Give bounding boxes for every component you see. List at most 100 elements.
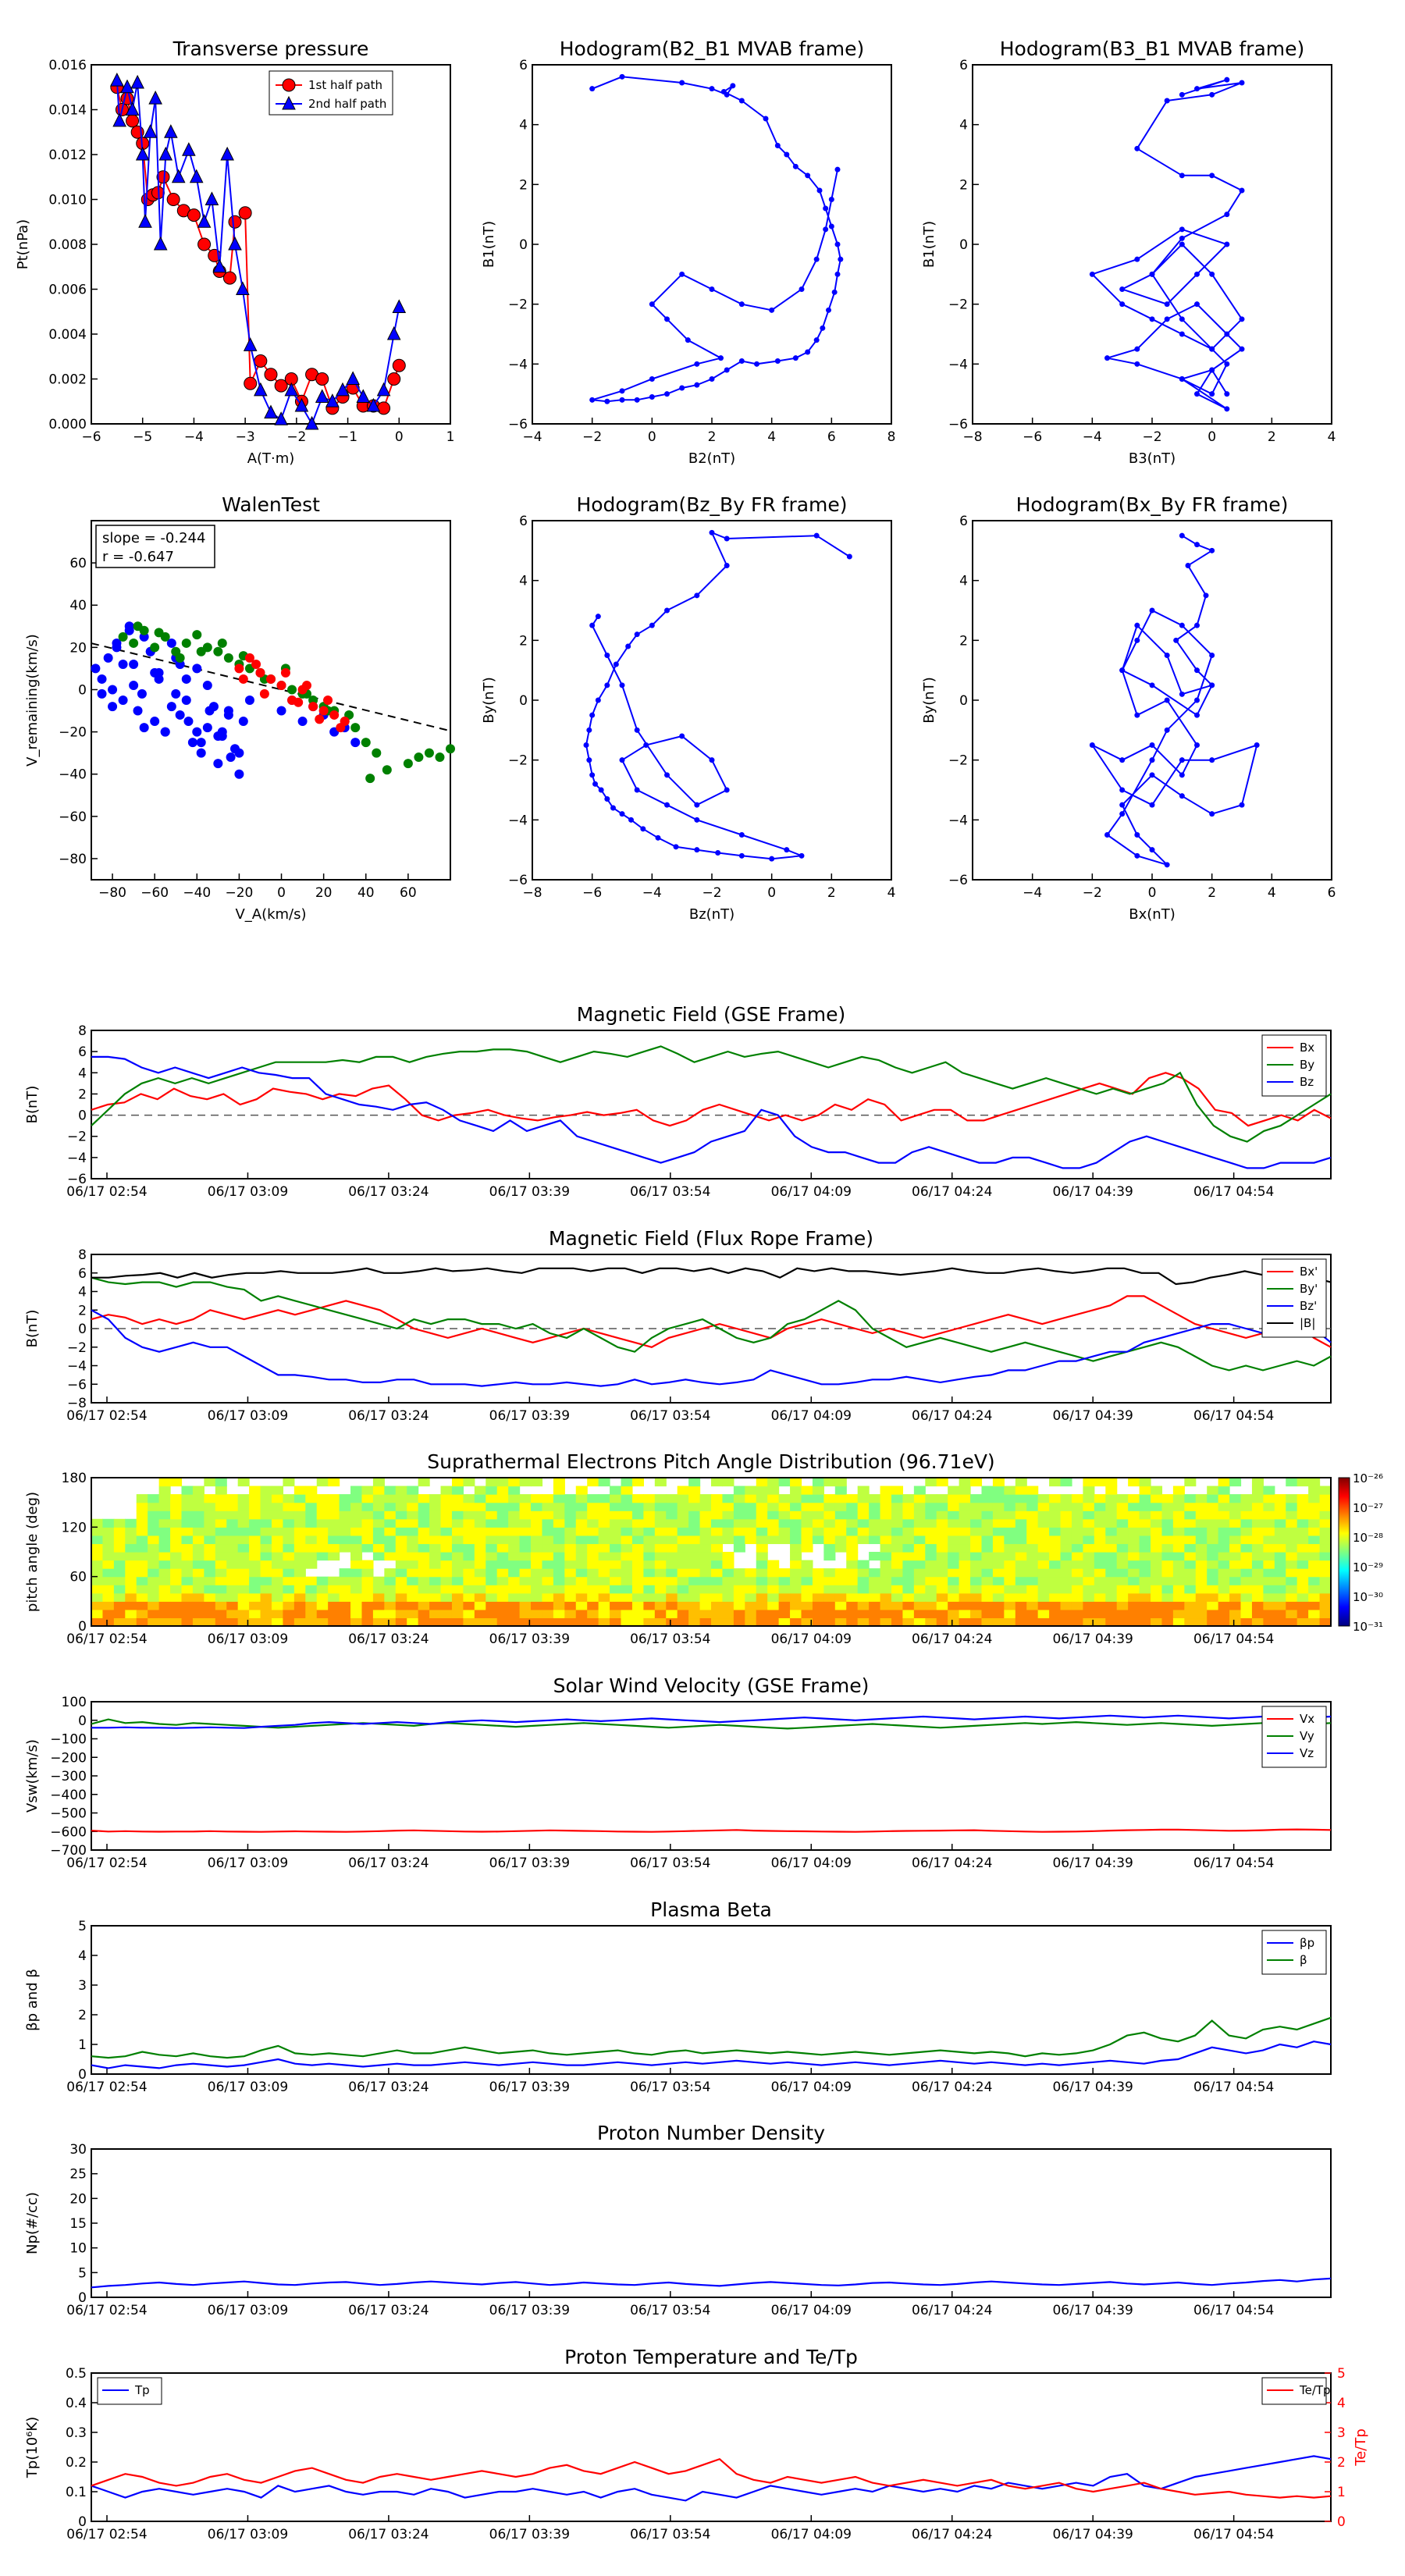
heatmap-cell <box>1139 1518 1151 1528</box>
y-tick-label: −100 <box>50 1732 87 1748</box>
heatmap-cell <box>643 1510 656 1520</box>
heatmap-cell <box>880 1502 892 1511</box>
heatmap-cell <box>1274 1585 1286 1594</box>
heatmap-cell <box>643 1543 656 1553</box>
data-point <box>1179 226 1185 233</box>
data-point <box>1179 91 1185 98</box>
heatmap-cell <box>215 1552 227 1561</box>
heatmap-cell <box>790 1510 802 1520</box>
heatmap-cell <box>1139 1527 1151 1536</box>
heatmap-cell <box>812 1502 824 1511</box>
heatmap-cell <box>1151 1510 1163 1520</box>
heatmap-cell <box>575 1592 588 1602</box>
heatmap-cell <box>936 1576 948 1585</box>
heatmap-cell <box>846 1552 859 1561</box>
heatmap-cell <box>339 1535 351 1545</box>
heatmap-cell <box>1060 1617 1072 1627</box>
heatmap-cell <box>1071 1568 1083 1578</box>
data-point <box>213 646 223 656</box>
heatmap-cell <box>226 1543 239 1553</box>
data-point <box>435 753 445 763</box>
heatmap-cell <box>880 1527 892 1536</box>
heatmap-cell <box>91 1601 104 1610</box>
data-point <box>738 852 745 859</box>
heatmap-cell <box>384 1535 397 1545</box>
y-tick-label: −2 <box>67 1130 87 1145</box>
data-point <box>694 361 700 367</box>
heatmap-cell <box>125 1576 137 1585</box>
heatmap-cell <box>148 1518 160 1528</box>
heatmap-cell <box>1172 1527 1185 1536</box>
heatmap-cell <box>587 1527 599 1536</box>
data-point <box>738 98 745 104</box>
heatmap-cell <box>463 1543 475 1553</box>
heatmap-cell <box>880 1552 892 1561</box>
data-point <box>1149 802 1155 808</box>
time-tick-label: 06/17 03:24 <box>348 1856 429 1871</box>
heatmap-cell <box>970 1543 983 1553</box>
heatmap-cell <box>407 1560 419 1569</box>
heatmap-cell <box>1207 1518 1219 1528</box>
heatmap-cell <box>350 1585 363 1594</box>
heatmap-cell <box>372 1535 385 1545</box>
heatmap-cell <box>204 1601 216 1610</box>
heatmap-cell <box>1015 1609 1027 1619</box>
heatmap-cell <box>136 1568 148 1578</box>
heatmap-cell <box>1286 1510 1298 1520</box>
data-point <box>97 674 107 684</box>
heatmap-cell <box>1297 1502 1309 1511</box>
data-point <box>1149 316 1155 322</box>
heatmap-cell <box>666 1494 678 1503</box>
heatmap-cell <box>959 1617 971 1627</box>
heatmap-cell <box>1184 1552 1197 1561</box>
heatmap-cell <box>631 1609 644 1619</box>
data-point <box>694 817 700 823</box>
heatmap-cell <box>880 1518 892 1528</box>
heatmap-cell <box>553 1560 565 1569</box>
data-point <box>1134 852 1140 859</box>
heatmap-cell <box>767 1494 780 1503</box>
heatmap-cell <box>1172 1494 1185 1503</box>
heatmap-cell <box>767 1527 780 1536</box>
heatmap-cell <box>519 1478 532 1487</box>
heatmap-cell <box>531 1552 543 1561</box>
heatmap-cell <box>902 1609 915 1619</box>
heatmap-cell <box>113 1585 126 1594</box>
heatmap-cell <box>1083 1535 1095 1545</box>
x-tick-label: −20 <box>225 885 253 901</box>
heatmap-cell <box>350 1518 363 1528</box>
heatmap-cell <box>463 1518 475 1528</box>
heatmap-cell <box>407 1518 419 1528</box>
heatmap-cell <box>237 1585 250 1594</box>
heatmap-cell <box>1128 1568 1140 1578</box>
series-line <box>592 76 841 403</box>
heatmap-cell <box>869 1601 881 1610</box>
heatmap-cell <box>125 1552 137 1561</box>
data-point <box>1179 691 1185 697</box>
heatmap-cell <box>474 1510 486 1520</box>
heatmap-cell <box>1026 1485 1039 1495</box>
heatmap-cell <box>767 1585 780 1594</box>
heatmap-cell <box>486 1585 498 1594</box>
heatmap-cell <box>801 1502 813 1511</box>
heatmap-cell <box>621 1535 633 1545</box>
data-point <box>1134 712 1140 718</box>
data-point <box>694 802 700 808</box>
heatmap-cell <box>1207 1617 1219 1627</box>
heatmap-cell <box>959 1535 971 1545</box>
heatmap-cell <box>148 1568 160 1578</box>
heatmap-cell <box>1240 1601 1253 1610</box>
heatmap-cell <box>790 1568 802 1578</box>
heatmap-cell <box>699 1592 712 1602</box>
data-point <box>1194 697 1200 703</box>
data-point <box>709 529 715 535</box>
heatmap-cell <box>790 1527 802 1536</box>
heatmap-cell <box>913 1485 926 1495</box>
heatmap-cell <box>631 1560 644 1569</box>
data-point <box>143 124 158 138</box>
plot-frame <box>972 520 1332 881</box>
heatmap-cell <box>519 1502 532 1511</box>
heatmap-cell <box>564 1560 577 1569</box>
heatmap-cell <box>1207 1502 1219 1511</box>
data-point <box>709 376 715 382</box>
